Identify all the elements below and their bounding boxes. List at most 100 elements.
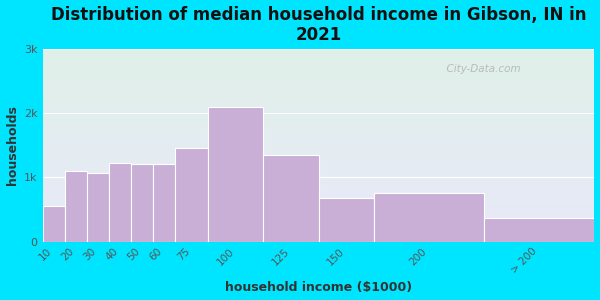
Bar	[43, 202, 595, 203]
Bar	[43, 199, 595, 200]
Title: Distribution of median household income in Gibson, IN in
2021: Distribution of median household income …	[51, 6, 586, 44]
Bar	[43, 173, 595, 174]
Bar	[43, 217, 595, 218]
Bar	[43, 235, 595, 236]
Bar	[43, 157, 595, 158]
Bar	[43, 220, 595, 221]
Bar	[43, 49, 595, 50]
Bar	[43, 174, 595, 175]
Bar	[43, 129, 595, 130]
Bar	[43, 102, 595, 103]
Bar	[43, 196, 595, 197]
Bar	[43, 211, 595, 212]
Bar	[43, 207, 595, 208]
Bar	[43, 109, 595, 110]
Bar	[43, 66, 595, 67]
Bar	[43, 172, 595, 173]
Bar	[43, 150, 595, 151]
Bar	[43, 228, 595, 229]
Bar	[43, 159, 595, 160]
Bar	[43, 151, 595, 152]
Bar	[43, 186, 595, 187]
Bar	[43, 180, 595, 181]
Bar	[43, 73, 595, 74]
Bar	[43, 133, 595, 134]
Bar	[43, 86, 595, 87]
Bar	[43, 231, 595, 232]
Bar	[43, 82, 595, 83]
Bar	[43, 71, 595, 72]
Bar	[43, 163, 595, 164]
Bar	[43, 190, 595, 191]
Bar	[43, 222, 595, 223]
Bar	[43, 130, 595, 131]
Bar	[109, 163, 131, 242]
Bar	[43, 149, 595, 150]
Bar	[43, 75, 595, 76]
Bar	[43, 236, 595, 237]
Bar	[43, 104, 595, 105]
Bar	[43, 148, 595, 149]
Bar	[43, 63, 595, 64]
Bar	[43, 155, 595, 156]
Bar	[43, 218, 595, 219]
Bar	[43, 233, 595, 234]
Bar	[43, 184, 595, 185]
Bar	[319, 198, 374, 242]
Bar	[43, 178, 595, 179]
Bar	[43, 57, 595, 58]
Bar	[43, 152, 595, 153]
Bar	[43, 58, 595, 59]
Bar	[43, 62, 595, 63]
Bar	[43, 115, 595, 116]
Bar	[43, 113, 595, 114]
Bar	[43, 206, 65, 242]
Bar	[43, 99, 595, 100]
Bar	[43, 183, 595, 184]
Bar	[43, 97, 595, 98]
Bar	[43, 68, 595, 69]
Bar	[43, 181, 595, 182]
Bar	[43, 198, 595, 199]
Bar	[43, 203, 595, 204]
Bar	[43, 221, 595, 222]
Bar	[43, 101, 595, 102]
Bar	[43, 70, 595, 71]
Bar	[43, 132, 595, 133]
Bar	[175, 148, 208, 242]
Bar	[43, 225, 595, 226]
Bar	[43, 123, 595, 124]
Bar	[43, 239, 595, 240]
Bar	[43, 56, 595, 57]
Bar	[43, 165, 595, 166]
Bar	[43, 142, 595, 143]
Bar	[43, 223, 595, 224]
Bar	[43, 167, 595, 168]
Bar	[43, 52, 595, 53]
Bar	[43, 169, 595, 170]
Bar	[43, 227, 595, 228]
Bar	[43, 87, 595, 88]
Bar	[43, 118, 595, 119]
Bar	[43, 50, 595, 51]
Bar	[43, 117, 595, 118]
Bar	[43, 121, 595, 122]
Bar	[43, 138, 595, 140]
Bar	[43, 197, 595, 198]
Bar	[43, 141, 595, 142]
Bar	[43, 60, 595, 61]
X-axis label: household income ($1000): household income ($1000)	[225, 281, 412, 294]
Bar	[43, 224, 595, 225]
Bar	[43, 79, 595, 80]
Bar	[43, 232, 595, 233]
Bar	[43, 53, 595, 55]
Bar	[43, 238, 595, 239]
Bar	[43, 82, 595, 83]
Bar	[43, 136, 595, 137]
Bar	[43, 147, 595, 148]
Bar	[43, 120, 595, 121]
Bar	[43, 204, 595, 205]
Bar	[374, 194, 484, 242]
Bar	[43, 205, 595, 206]
Bar	[43, 188, 595, 190]
